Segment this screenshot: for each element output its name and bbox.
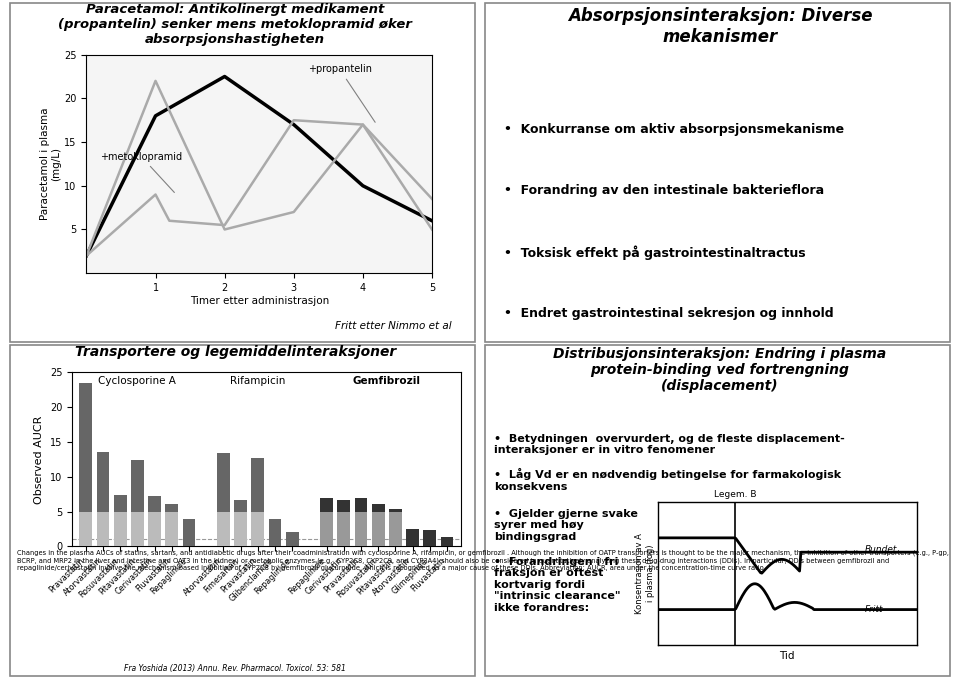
Text: Gemfibrozil: Gemfibrozil [353, 376, 420, 386]
Bar [252, 458, 264, 512]
Text: Transportere og legemiddelinteraksjoner: Transportere og legemiddelinteraksjoner [75, 345, 396, 359]
Bar [321, 512, 333, 546]
Text: Cyclosporine A: Cyclosporine A [99, 376, 177, 386]
Bar [269, 519, 281, 546]
Text: Changes in the plasma AUCs of statins, sartans, and antidiabetic drugs after the: Changes in the plasma AUCs of statins, s… [17, 550, 949, 571]
Bar [321, 498, 333, 512]
Text: •  Konkurranse om aktiv absorpsjonsmekanisme: • Konkurranse om aktiv absorpsjonsmekani… [504, 123, 844, 136]
Bar [354, 512, 368, 546]
Bar [113, 495, 127, 512]
Bar [182, 519, 196, 546]
Bar [165, 512, 179, 546]
Bar [217, 512, 229, 546]
Bar [372, 504, 385, 512]
Y-axis label: Paracetamol i plasma
(mg/L): Paracetamol i plasma (mg/L) [39, 108, 61, 220]
Text: •  Forandringen i fri
fraksjon er oftest
kortvarig fordi
"intrinsic clearance"
i: • Forandringen i fri fraksjon er oftest … [494, 557, 621, 613]
Bar [423, 530, 436, 546]
Text: Fritt etter Nimmo et al: Fritt etter Nimmo et al [335, 321, 451, 331]
Bar [252, 512, 264, 546]
Y-axis label: Observed AUCR: Observed AUCR [35, 415, 44, 503]
Text: Rifampicin: Rifampicin [230, 376, 285, 386]
Text: •  Toksisk effekt på gastrointestinaltractus: • Toksisk effekt på gastrointestinaltrac… [504, 246, 805, 260]
Bar [337, 501, 350, 512]
X-axis label: Timer etter administrasjon: Timer etter administrasjon [189, 296, 329, 306]
Bar [131, 460, 144, 512]
Y-axis label: Konsentrasjon av A
i plasma (log): Konsentrasjon av A i plasma (log) [636, 533, 655, 614]
Text: Paracetamol: Antikolinergt medikament
(propantelin) senker mens metoklopramid øk: Paracetamol: Antikolinergt medikament (p… [59, 3, 412, 46]
Bar [165, 504, 179, 512]
Text: Fra Yoshida (2013) Annu. Rev. Pharmacol. Toxicol. 53: 581: Fra Yoshida (2013) Annu. Rev. Pharmacol.… [124, 664, 347, 673]
Bar [406, 529, 420, 546]
Bar [148, 512, 161, 546]
Text: •  Gjelder gjerne svake
syrer med høy
bindingsgrad: • Gjelder gjerne svake syrer med høy bin… [494, 509, 638, 542]
Bar [234, 500, 247, 512]
Bar [113, 512, 127, 546]
Text: Bundet: Bundet [865, 545, 898, 554]
Bar [131, 512, 144, 546]
Text: Distribusjonsinteraksjon: Endring i plasma
protein-binding ved fortrengning
(dis: Distribusjonsinteraksjon: Endring i plas… [553, 347, 887, 393]
X-axis label: Tid: Tid [780, 651, 795, 661]
Bar [389, 509, 402, 512]
Text: Legem. B: Legem. B [714, 490, 756, 499]
Bar [148, 497, 161, 512]
Bar [80, 383, 92, 512]
Text: +metoklopramid: +metoklopramid [100, 152, 182, 193]
Bar [337, 512, 350, 546]
Bar [234, 512, 247, 546]
Text: •  Forandring av den intestinale bakterieflora: • Forandring av den intestinale bakterie… [504, 184, 824, 197]
Bar [389, 512, 402, 546]
Text: •  Betydningen  overvurdert, og de fleste displacement-
interaksjoner er in vitr: • Betydningen overvurdert, og de fleste … [494, 434, 845, 456]
Text: +propantelin: +propantelin [307, 64, 375, 122]
Text: Fritt: Fritt [865, 605, 883, 614]
Bar [372, 512, 385, 546]
Bar [441, 537, 453, 546]
Text: •  Låg Vd er en nødvendig betingelse for farmakologisk
konsekvens: • Låg Vd er en nødvendig betingelse for … [494, 468, 842, 492]
Bar [97, 512, 109, 546]
Text: Absorpsjonsinteraksjon: Diverse
mekanismer: Absorpsjonsinteraksjon: Diverse mekanism… [567, 7, 873, 46]
Bar [286, 533, 299, 546]
Bar [217, 453, 229, 512]
Bar [354, 498, 368, 512]
Bar [97, 451, 109, 512]
Text: •  Endret gastrointestinal sekresjon og innhold: • Endret gastrointestinal sekresjon og i… [504, 307, 833, 320]
Bar [80, 512, 92, 546]
